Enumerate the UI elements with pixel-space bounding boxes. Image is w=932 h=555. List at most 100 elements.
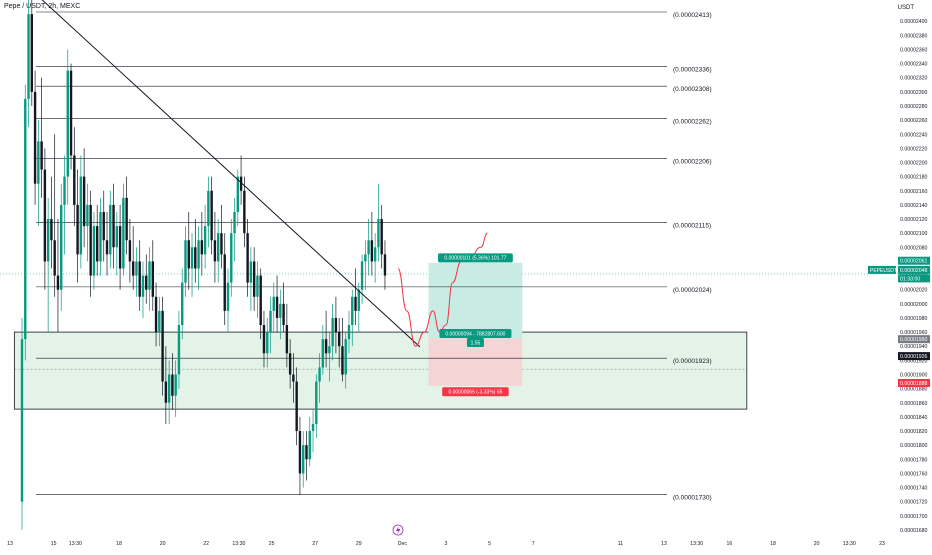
candle-body xyxy=(364,254,367,262)
candle-body xyxy=(269,310,272,333)
time-tick-label: 13 xyxy=(661,541,667,547)
candle-body xyxy=(79,176,83,255)
price-tick-label: 0.00001780 xyxy=(900,457,928,463)
candle-body xyxy=(288,353,292,375)
price-tick-label: 0.00001760 xyxy=(900,471,928,477)
price-tick-label: 0.00002100 xyxy=(900,231,928,237)
time-tick-label: 5 xyxy=(488,541,491,547)
candle-body xyxy=(337,332,341,347)
price-tag-label: 0.00001950 xyxy=(900,337,928,343)
candle-body xyxy=(233,211,236,234)
candle-body xyxy=(324,339,328,354)
candle-body xyxy=(373,247,377,262)
price-tick-label: 0.00001960 xyxy=(900,330,928,336)
candle-body xyxy=(230,233,233,283)
candle-body xyxy=(367,240,370,255)
candle-body xyxy=(138,261,141,297)
time-tick-label: Dec xyxy=(398,541,408,547)
candle-body xyxy=(43,169,47,262)
candle-body xyxy=(145,275,148,290)
candle-body xyxy=(24,98,27,340)
event-lightning-icon xyxy=(392,524,404,536)
candle-body xyxy=(187,240,190,269)
level-label: (0.00002413) xyxy=(673,12,712,19)
price-tick-label: 0.00001920 xyxy=(900,358,928,364)
candle-body xyxy=(370,240,374,262)
candle-body xyxy=(298,431,302,474)
drawings-layer: 0.00000101 (5.36%) 101.77 0.00000094 - 78… xyxy=(41,0,513,397)
candle-body xyxy=(40,141,43,170)
time-tick-label: 23 xyxy=(879,541,885,547)
candle-body xyxy=(249,261,253,283)
candle-body xyxy=(118,226,122,269)
candle-body xyxy=(158,310,161,333)
candle-body xyxy=(282,303,285,326)
time-tick-label: 13 xyxy=(7,541,13,547)
candle-body xyxy=(331,317,334,347)
entry-label-1: 0.00000094 - 7882807.600 xyxy=(445,331,505,337)
candle-body xyxy=(167,374,171,403)
candle-body xyxy=(311,423,315,432)
entry-label-2-bg xyxy=(466,337,484,347)
time-tick-label: 22 xyxy=(203,541,209,547)
time-tick-label: 15 xyxy=(51,541,57,547)
level-label: (0.00001730) xyxy=(673,495,712,502)
time-tick-label: 16 xyxy=(727,541,733,547)
candle-body xyxy=(82,176,86,227)
entry-label-1-bg xyxy=(439,328,512,338)
candle-body xyxy=(295,381,298,432)
time-axis[interactable]: 13 15 13:30 18 20 22 13:30 25 27 29 Dec 3 5 7 11 13 13:3… xyxy=(7,524,885,547)
candle-body xyxy=(174,374,177,396)
zones-layer xyxy=(13,262,748,410)
candle-body xyxy=(148,261,151,290)
candle-body xyxy=(285,325,289,354)
candle-body xyxy=(207,190,210,227)
demand-zone xyxy=(13,331,748,410)
candle-body xyxy=(154,296,158,333)
time-tick-label: 13:30 xyxy=(690,541,703,547)
candle-body xyxy=(377,219,380,248)
price-tick-label: 0.00002260 xyxy=(900,118,928,124)
candle-body xyxy=(89,204,92,276)
price-tag-bg xyxy=(898,352,930,361)
candle-body xyxy=(354,296,357,311)
price-tick-label: 0.00001740 xyxy=(900,486,928,492)
currency-label: USDT xyxy=(897,5,914,11)
time-tick-label: 18 xyxy=(116,541,122,547)
candle-body xyxy=(256,275,259,297)
price-tag-bg xyxy=(898,335,930,344)
candle-body xyxy=(275,296,279,318)
candle-body xyxy=(239,176,243,191)
level-label: (0.00002024) xyxy=(673,287,712,294)
price-tick-label: 0.00002080 xyxy=(900,245,928,251)
symbol-tag-bg xyxy=(868,265,896,274)
time-tick-label: 13:30 xyxy=(69,541,82,547)
candle-body xyxy=(200,240,204,255)
time-tick-label: 11 xyxy=(618,541,623,547)
target-zone xyxy=(428,262,523,339)
price-tick-label: 0.00002020 xyxy=(900,288,928,294)
price-tick-label: 0.00002120 xyxy=(900,217,928,223)
candle-body xyxy=(190,247,194,269)
lightning-glyph-icon xyxy=(396,526,401,535)
time-tick-label: 7 xyxy=(532,541,535,547)
candle-body xyxy=(272,296,275,311)
candle-body xyxy=(357,289,360,311)
candle-body xyxy=(135,261,138,276)
candle-body xyxy=(161,310,164,382)
level-label: (0.00002262) xyxy=(673,119,712,126)
price-tag-bg xyxy=(898,256,930,265)
candle-body xyxy=(76,204,79,255)
candle-body xyxy=(105,240,109,255)
level-label: (0.00002336) xyxy=(673,66,712,73)
candle-body xyxy=(236,176,240,212)
stop-label: 0.00000065 (-3.33%) 65 xyxy=(448,390,502,396)
stop-label-bg xyxy=(442,387,509,397)
candle-body xyxy=(30,14,33,92)
price-tag-bg xyxy=(898,378,930,387)
candle-body xyxy=(56,275,60,290)
candle-body xyxy=(128,240,132,262)
candle-body xyxy=(122,197,125,269)
